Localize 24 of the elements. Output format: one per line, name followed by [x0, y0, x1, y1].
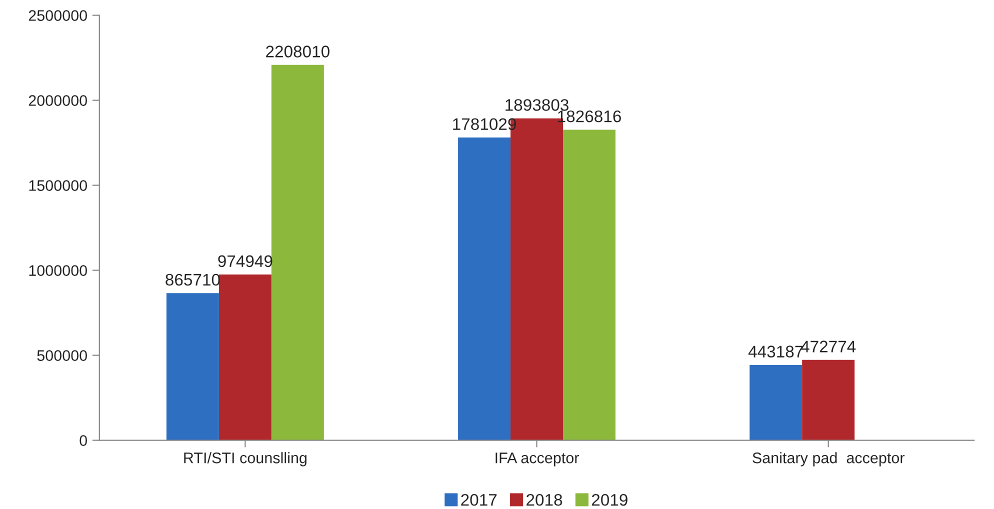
data-label: 472774	[800, 340, 856, 352]
y-tick-label: 2000000	[28, 95, 88, 106]
x-tick-label: RTI/STI counslling	[184, 452, 306, 466]
bar	[802, 360, 855, 440]
bar	[563, 130, 616, 440]
data-label: 2208010	[266, 46, 330, 58]
x-tick-label: Sanitary pad acceptor	[752, 452, 905, 466]
data-label: 1826816	[558, 110, 621, 122]
x-tick-label: IFA acceptor	[496, 452, 579, 466]
bar	[271, 64, 324, 440]
bar	[166, 293, 219, 440]
y-tick-label: 1000000	[29, 265, 88, 276]
data-label: 1893803	[506, 99, 568, 111]
legend-label: 2017	[461, 494, 497, 506]
y-tick-label: 2500000	[28, 10, 88, 21]
bar	[458, 138, 511, 440]
bar	[218, 274, 272, 440]
y-tick-label: 500000	[37, 350, 87, 361]
legend-label: 2018	[526, 494, 562, 506]
y-tick-label: 1500000	[29, 180, 88, 191]
bar	[750, 364, 802, 440]
data-label: 443187	[748, 346, 803, 358]
y-tick-label: 0	[80, 435, 87, 446]
legend-label: 2019	[592, 494, 628, 506]
